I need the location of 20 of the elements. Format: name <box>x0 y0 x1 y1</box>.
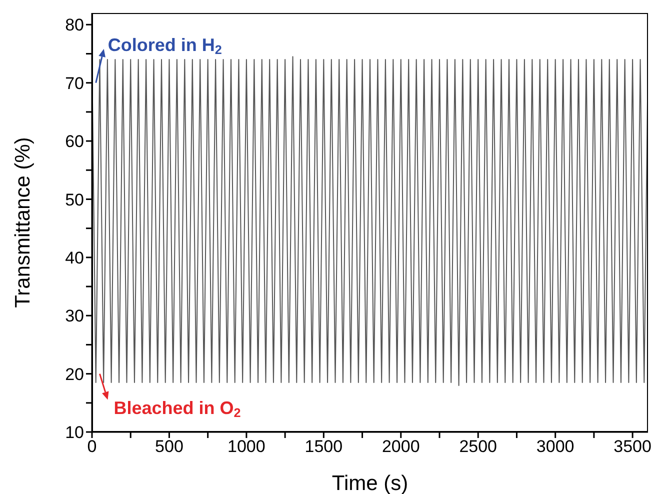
y-tick-label: 80 <box>65 16 84 35</box>
x-tick-label: 2000 <box>382 437 420 456</box>
x-tick-label: 3000 <box>536 437 574 456</box>
x-tick-label: 1500 <box>304 437 343 456</box>
x-tick-label: 0 <box>87 437 97 456</box>
x-tick-label: 500 <box>155 437 184 456</box>
y-tick-label: 60 <box>65 132 84 152</box>
x-axis-title: Time (s) <box>332 472 408 494</box>
x-tick-label: 1000 <box>228 437 266 456</box>
y-axis-title: Transmittance (%) <box>11 137 34 308</box>
x-tick-label: 3500 <box>614 437 652 456</box>
y-tick-label: 40 <box>65 248 84 268</box>
annotation: Colored in H$_{2}$ <box>108 34 222 58</box>
y-tick-label: 20 <box>65 364 84 384</box>
annotation: Bleached in O$_{2}$ <box>114 398 241 420</box>
y-tick-label: 10 <box>65 423 84 442</box>
y-tick-label: 50 <box>65 190 84 210</box>
y-tick-label: 30 <box>65 306 84 326</box>
x-tick-label: 2500 <box>459 437 498 456</box>
y-tick-label: 70 <box>65 74 84 93</box>
